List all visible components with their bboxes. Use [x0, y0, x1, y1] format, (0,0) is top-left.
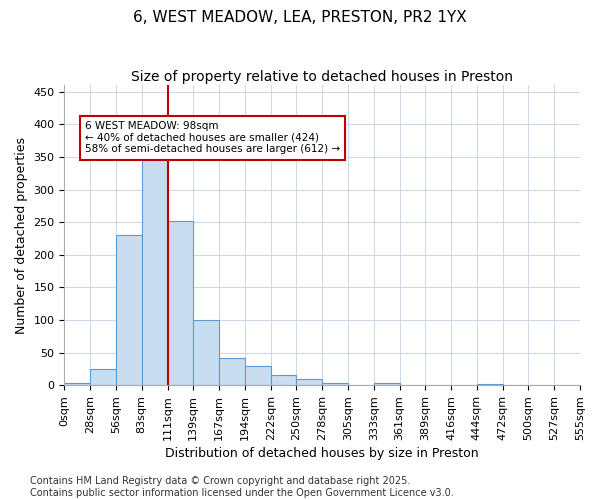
Bar	[167, 221, 193, 385]
Bar	[142, 157, 167, 385]
Text: Contains HM Land Registry data © Crown copyright and database right 2025.
Contai: Contains HM Land Registry data © Crown c…	[30, 476, 454, 498]
Bar	[193, 320, 219, 385]
Bar	[271, 376, 296, 385]
Bar	[374, 384, 400, 385]
Y-axis label: Number of detached properties: Number of detached properties	[15, 136, 28, 334]
Text: 6, WEST MEADOW, LEA, PRESTON, PR2 1YX: 6, WEST MEADOW, LEA, PRESTON, PR2 1YX	[133, 10, 467, 25]
Bar	[219, 358, 245, 385]
Bar	[477, 384, 503, 385]
X-axis label: Distribution of detached houses by size in Preston: Distribution of detached houses by size …	[166, 447, 479, 460]
Bar	[64, 384, 90, 385]
Bar	[90, 369, 116, 385]
Bar	[322, 384, 348, 385]
Bar	[116, 235, 142, 385]
Bar	[245, 366, 271, 385]
Bar	[296, 378, 322, 385]
Text: 6 WEST MEADOW: 98sqm
← 40% of detached houses are smaller (424)
58% of semi-deta: 6 WEST MEADOW: 98sqm ← 40% of detached h…	[85, 121, 340, 154]
Title: Size of property relative to detached houses in Preston: Size of property relative to detached ho…	[131, 70, 513, 84]
